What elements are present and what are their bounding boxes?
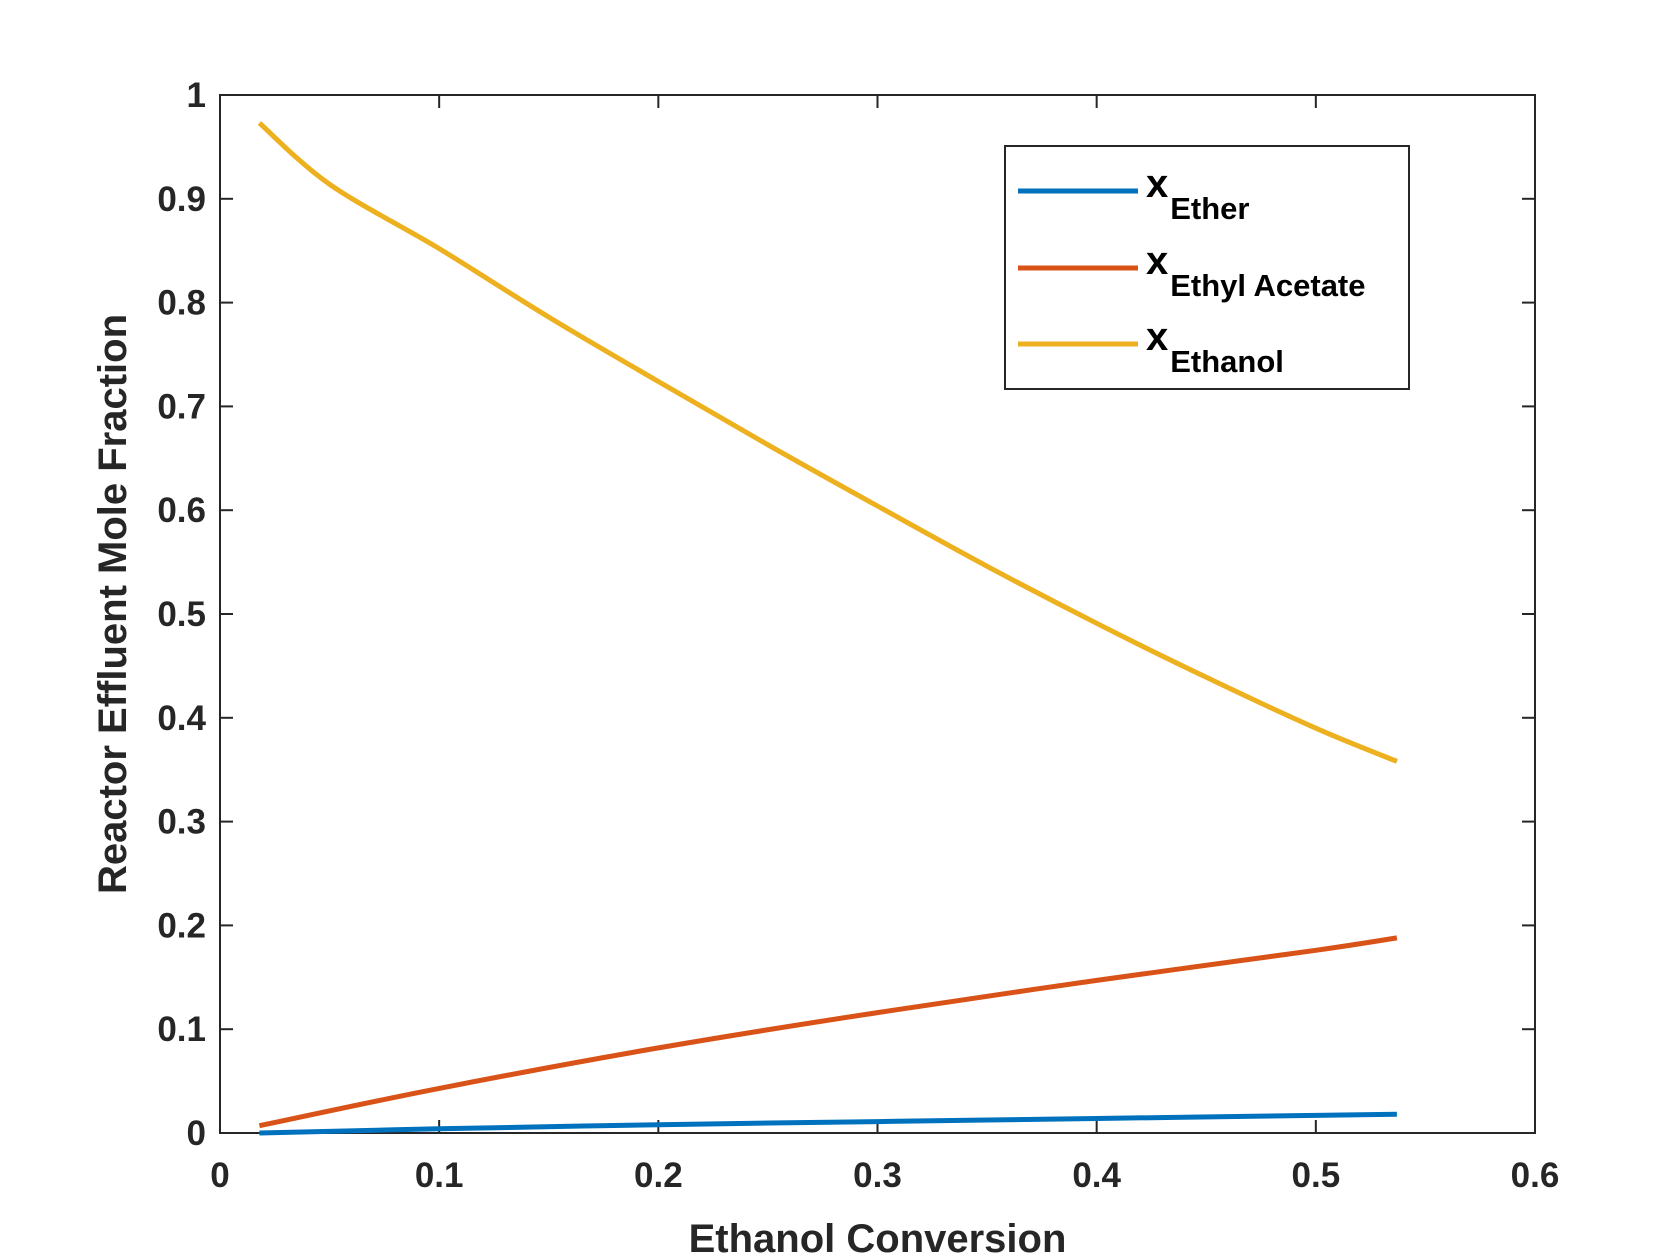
x-tick-label: 0.5 [1292,1156,1341,1195]
x-tick-label: 0.2 [634,1156,683,1195]
series-line-ether [259,1111,1397,1136]
y-tick-label: 0.2 [157,906,206,945]
x-tick-label: 0.3 [853,1156,902,1195]
y-tick-label: 0.7 [157,387,206,426]
legend-entry-subscript: Ether [1170,191,1249,226]
legend-entry-main: x [1146,315,1168,359]
y-tick-label: 1 [187,76,206,115]
plot-axes: 0 0.1 0.2 0.3 0.4 0.5 0.6 0 0.1 0.2 0.3 0.4 0.5 0.6 0.… [91,76,1559,1260]
series-line-ethanol [257,121,1398,764]
x-tick-label: 0.1 [415,1156,464,1195]
y-tick-label: 0.3 [157,803,206,842]
legend-entry-main: x [1146,162,1168,206]
x-tick-label: 0.4 [1072,1156,1121,1195]
legend-entry-label: xEthyl Acetate [1146,239,1366,303]
x-tick-label: 0 [210,1156,229,1195]
y-tick-label: 0.5 [157,595,206,634]
y-axis-title: Reactor Effluent Mole Fraction [91,314,135,894]
legend-entry-subscript: Ethyl Acetate [1170,268,1365,303]
series-lines [257,121,1398,1136]
series-line-ethyl-acetate [258,935,1398,1129]
y-tick-label: 0.4 [157,699,206,738]
legend-entry-subscript: Ethanol [1170,344,1284,379]
x-tick-label: 0.6 [1511,1156,1560,1195]
legend-entry-main: x [1146,239,1168,283]
x-axis-title: Ethanol Conversion [689,1217,1067,1260]
y-tick-label: 0.8 [157,284,206,323]
y-tick-label: 0.6 [157,491,206,530]
y-tick-label: 0 [187,1114,206,1153]
y-tick-label: 0.9 [157,180,206,219]
legend-entry-label: xEther [1146,162,1250,226]
legend-entry-label: xEthanol [1146,315,1284,379]
y-tick-label: 0.1 [157,1010,206,1049]
